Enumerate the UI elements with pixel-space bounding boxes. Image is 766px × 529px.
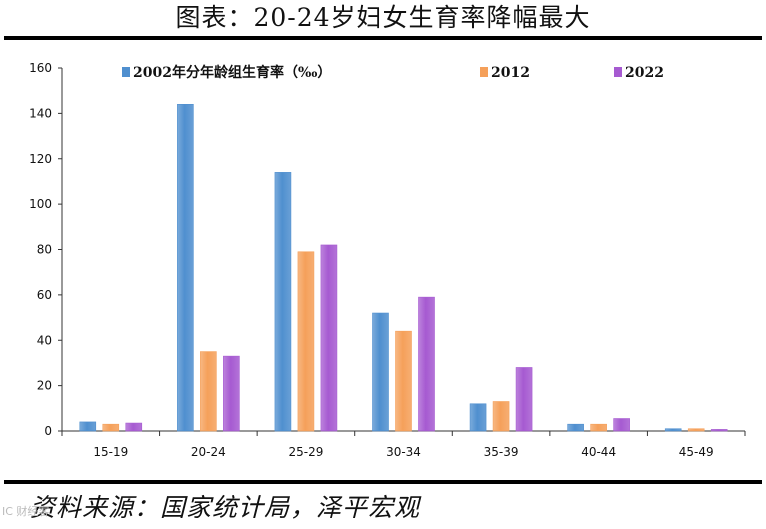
x-tick-label: 45-49 [679,445,714,459]
x-tick-label: 30-34 [386,445,421,459]
legend-swatch [614,67,622,77]
bar-series-0-45-49 [664,428,682,432]
bar-series-0-25-29 [274,172,292,432]
bars [79,104,728,432]
bar-series-2-30-34 [418,296,435,432]
legend-swatch [122,67,130,77]
bar-series-2-35-39 [515,367,533,432]
chart-title: 图表：20-24岁妇女生育率降幅最大 [175,3,591,32]
bar-series-2-20-24 [223,355,240,432]
source-note: 资料来源：国家统计局，泽平宏观 [30,493,421,522]
y-tick-label: 140 [29,106,52,120]
bar-series-1-15-19 [102,423,120,432]
y-tick-label: 100 [29,197,52,211]
legend-label: 2022 [625,65,664,81]
y-tick-label: 160 [29,61,52,75]
bar-series-2-25-29 [320,244,338,432]
bar-series-2-40-44 [613,418,630,432]
bar-series-2-15-19 [125,422,143,432]
legend-swatch [480,67,488,77]
bar-series-0-15-19 [79,421,97,432]
bar-series-0-20-24 [177,104,194,432]
watermark: IC 财经客 [2,505,50,518]
y-tick-label: 80 [37,243,52,257]
x-tick-label: 15-19 [93,445,128,459]
legend-label: 2012 [491,65,530,81]
bar-series-2-45-49 [710,429,728,432]
y-tick-label: 60 [37,288,52,302]
y-tick-label: 40 [37,333,52,347]
legend: 2002年分年龄组生育率（‰） 2012 2022 [122,64,664,81]
bar-series-1-45-49 [687,428,705,432]
x-tick-label: 20-24 [191,445,226,459]
top-rule [4,36,762,40]
bar-series-0-40-44 [567,423,584,432]
bar-series-1-30-34 [395,330,412,432]
y-tick-label: 0 [44,424,52,438]
x-tick-label: 35-39 [484,445,519,459]
bottom-rule [4,480,762,484]
y-axis: 0 20 40 60 80 100 120 140 160 [29,61,63,438]
x-axis: 15-19 20-24 25-29 30-34 35-39 40-44 45-49 [61,430,746,459]
x-tick-label: 40-44 [581,445,616,459]
bar-series-1-25-29 [297,251,315,432]
x-tick-label: 25-29 [288,445,323,459]
legend-label: 2002年分年龄组生育率（‰） [133,64,331,81]
bar-series-0-30-34 [372,312,389,432]
y-tick-label: 20 [37,379,52,393]
bar-series-1-40-44 [590,423,607,432]
bar-series-1-35-39 [492,401,510,432]
bar-series-0-35-39 [469,403,487,432]
bar-chart: 0 20 40 60 80 100 120 140 160 15-19 20-24 25-29 30-… [29,61,746,459]
bar-series-1-20-24 [200,351,217,432]
y-tick-label: 120 [29,152,52,166]
